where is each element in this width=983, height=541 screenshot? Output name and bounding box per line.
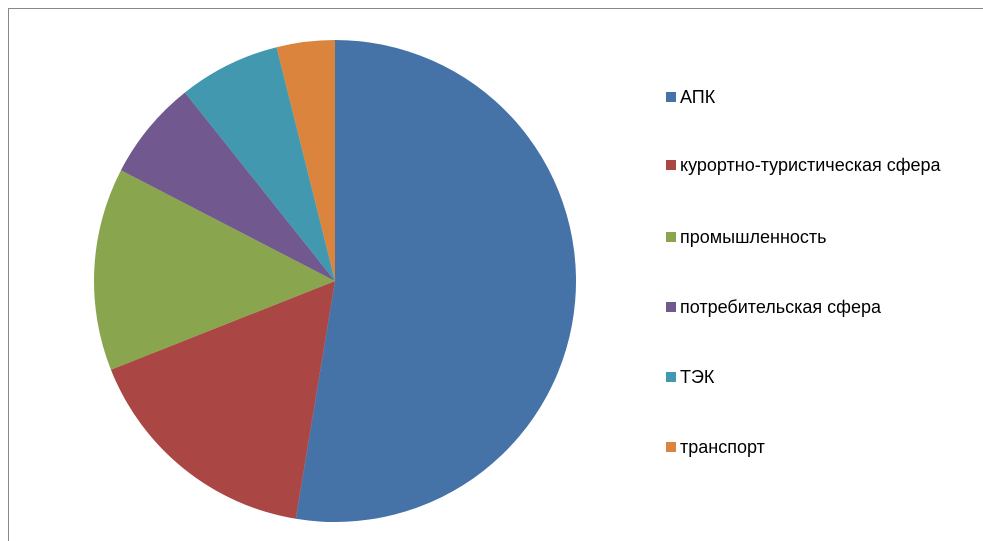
legend-swatch: [666, 92, 676, 102]
legend-swatch: [666, 232, 676, 242]
pie-slice: [184, 47, 335, 281]
legend-label: курортно-туристическая сфера: [680, 155, 941, 175]
legend-item: ТЭК: [666, 361, 966, 393]
pie-slice: [276, 40, 335, 281]
legend-item: АПК: [666, 81, 966, 113]
legend-swatch: [666, 372, 676, 382]
legend-label: АПК: [680, 87, 716, 107]
legend-swatch: [666, 160, 676, 170]
pie-slice: [94, 170, 335, 370]
pie-slice: [295, 40, 576, 522]
legend-item: промышленность: [666, 221, 966, 253]
legend-label: ТЭК: [680, 367, 715, 387]
legend-label: транспорт: [680, 437, 765, 457]
pie-slice: [120, 92, 336, 281]
legend-item: потребительская сфера: [666, 291, 966, 323]
legend-item: транспорт: [666, 431, 966, 463]
legend-label: потребительская сфера: [680, 297, 881, 317]
legend-swatch: [666, 442, 676, 452]
chart-frame: [8, 8, 983, 541]
legend-swatch: [666, 302, 676, 312]
legend-item: курортно-туристическая сфера: [666, 149, 966, 181]
legend-label: промышленность: [680, 227, 827, 247]
pie-slice: [110, 281, 336, 519]
